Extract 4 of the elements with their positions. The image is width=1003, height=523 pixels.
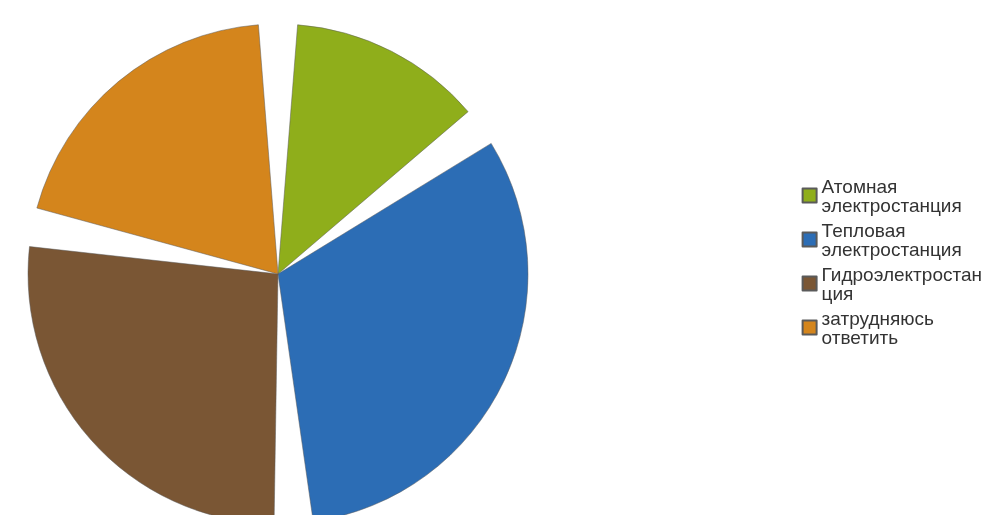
- legend-label: Атомная электростанция: [821, 175, 962, 216]
- legend-label: Гидроэлектростанция: [821, 263, 983, 304]
- legend-label: затрудняюсь ответить: [821, 307, 940, 348]
- legend-label: Тепловая электростанция: [821, 219, 962, 260]
